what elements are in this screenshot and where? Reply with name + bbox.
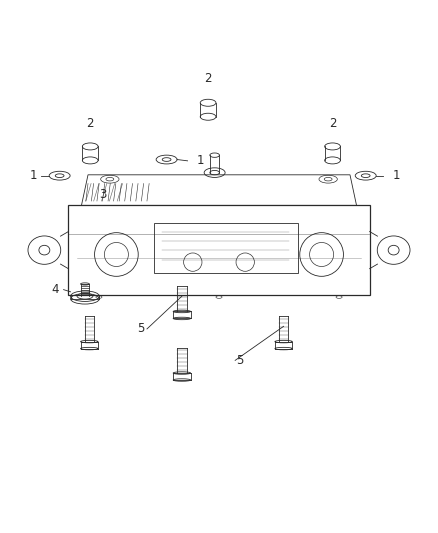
Text: 4: 4 bbox=[52, 283, 59, 296]
Text: 1: 1 bbox=[29, 169, 37, 182]
Text: 5: 5 bbox=[237, 354, 244, 367]
Text: 1: 1 bbox=[197, 155, 205, 167]
Text: 2: 2 bbox=[329, 117, 336, 130]
Text: 1: 1 bbox=[393, 169, 400, 182]
Text: 2: 2 bbox=[86, 117, 94, 130]
Text: 5: 5 bbox=[138, 322, 145, 335]
Text: 3: 3 bbox=[99, 188, 107, 201]
Text: 2: 2 bbox=[205, 72, 212, 85]
